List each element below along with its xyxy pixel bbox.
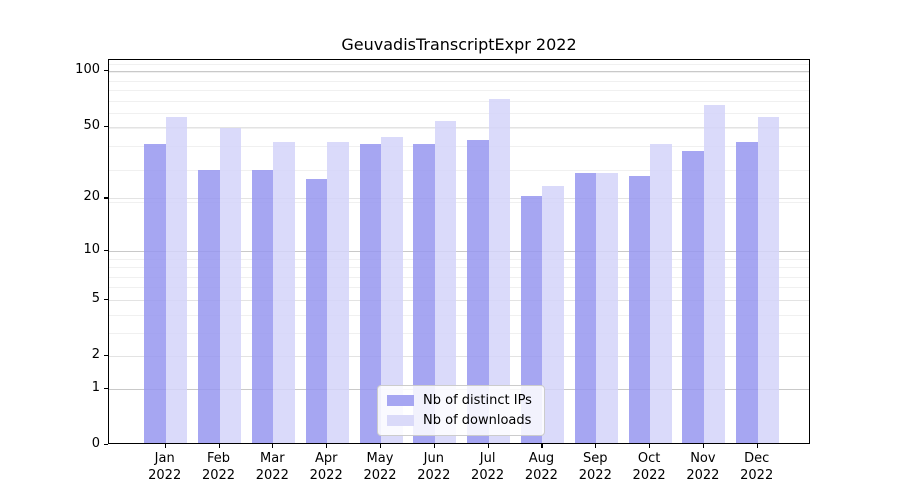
gridline bbox=[109, 71, 809, 73]
bar-distinct-ips bbox=[305, 179, 328, 443]
x-tick-label: Apr 2022 bbox=[309, 451, 343, 483]
y-tick-label: 10 bbox=[83, 241, 100, 257]
gridline bbox=[109, 356, 809, 357]
y-tick-mark bbox=[104, 355, 108, 357]
gridline bbox=[109, 100, 809, 102]
y-tick-mark bbox=[104, 387, 108, 390]
gridline bbox=[109, 113, 809, 115]
bar-downloads bbox=[381, 136, 403, 443]
x-tick-mark bbox=[487, 444, 489, 448]
gridline bbox=[109, 267, 809, 268]
bar-downloads bbox=[650, 144, 672, 443]
x-tick-label: May 2022 bbox=[363, 451, 397, 483]
gridline bbox=[109, 126, 809, 128]
gridline bbox=[109, 276, 809, 278]
x-tick-label: Jul 2022 bbox=[471, 451, 505, 483]
y-tick-mark bbox=[104, 298, 108, 301]
y-tick-mark bbox=[104, 444, 108, 446]
bar-downloads bbox=[327, 142, 349, 443]
gridline bbox=[109, 250, 809, 252]
bar-distinct-ips bbox=[736, 142, 758, 443]
x-tick-mark bbox=[380, 444, 382, 448]
bar-downloads bbox=[542, 185, 564, 443]
bar-downloads bbox=[596, 173, 618, 443]
gridline bbox=[109, 146, 809, 148]
legend-item-distinct-ips: Nb of distinct IPs bbox=[387, 393, 532, 408]
x-tick-mark bbox=[702, 444, 705, 448]
gridline bbox=[109, 72, 809, 73]
x-tick-label: Sep 2022 bbox=[578, 451, 612, 483]
x-tick-label: Mar 2022 bbox=[255, 451, 289, 483]
x-tick-label: Jan 2022 bbox=[148, 451, 182, 483]
legend-swatch-downloads bbox=[387, 415, 414, 426]
bar-downloads bbox=[757, 117, 780, 443]
gridline bbox=[109, 90, 809, 92]
bar-distinct-ips bbox=[144, 144, 166, 443]
y-tick-label: 100 bbox=[75, 62, 100, 78]
x-tick-mark bbox=[756, 444, 758, 448]
bar-distinct-ips bbox=[198, 170, 220, 443]
gridline bbox=[109, 299, 809, 301]
legend: Nb of distinct IPs Nb of downloads bbox=[377, 385, 545, 436]
y-tick-mark bbox=[104, 125, 108, 127]
bar-distinct-ips bbox=[520, 196, 543, 443]
legend-swatch-distinct-ips bbox=[387, 395, 414, 406]
bar-downloads bbox=[165, 117, 188, 443]
legend-item-downloads: Nb of downloads bbox=[387, 413, 532, 428]
bar-distinct-ips bbox=[628, 176, 651, 443]
legend-label-downloads: Nb of downloads bbox=[423, 413, 532, 428]
x-tick-label: Nov 2022 bbox=[686, 451, 720, 483]
x-tick-mark bbox=[218, 444, 220, 448]
gridline bbox=[109, 128, 809, 130]
x-tick-mark bbox=[326, 444, 328, 448]
bar-distinct-ips bbox=[574, 173, 597, 443]
x-tick-mark bbox=[595, 444, 597, 448]
x-tick-mark bbox=[649, 444, 651, 448]
bar-downloads bbox=[434, 121, 457, 443]
y-tick-mark bbox=[104, 197, 108, 199]
legend-label-distinct-ips: Nb of distinct IPs bbox=[423, 393, 532, 408]
x-tick-label: Oct 2022 bbox=[632, 451, 666, 483]
bar-downloads bbox=[219, 127, 241, 443]
gridline bbox=[109, 314, 809, 316]
gridline bbox=[109, 169, 809, 171]
bar-distinct-ips bbox=[467, 140, 489, 443]
gridline bbox=[109, 287, 809, 289]
bar-distinct-ips bbox=[682, 150, 704, 443]
x-tick-label: Aug 2022 bbox=[524, 451, 558, 483]
y-tick-label: 0 bbox=[91, 436, 100, 451]
x-tick-mark bbox=[541, 444, 543, 448]
gridline bbox=[109, 80, 809, 82]
bar-distinct-ips bbox=[251, 170, 274, 443]
gridline bbox=[109, 202, 809, 204]
bar-downloads bbox=[273, 142, 295, 443]
y-tick-mark bbox=[104, 70, 108, 72]
gridline bbox=[109, 64, 809, 66]
bar-downloads bbox=[703, 104, 726, 443]
gridline bbox=[109, 198, 809, 200]
y-tick-label: 2 bbox=[91, 347, 100, 362]
bar-distinct-ips bbox=[413, 144, 435, 443]
gridline bbox=[109, 332, 809, 334]
y-tick-label: 1 bbox=[91, 379, 100, 395]
plot-area: Nb of distinct IPs Nb of downloads bbox=[108, 59, 810, 444]
bar-distinct-ips bbox=[359, 144, 381, 443]
bar-downloads bbox=[488, 98, 511, 443]
gridline bbox=[109, 258, 809, 260]
x-tick-mark bbox=[433, 444, 435, 448]
y-tick-label: 20 bbox=[83, 189, 100, 205]
x-tick-mark bbox=[272, 444, 274, 448]
x-tick-label: Jun 2022 bbox=[417, 451, 451, 483]
x-tick-label: Feb 2022 bbox=[201, 451, 236, 483]
y-tick-mark bbox=[104, 249, 108, 251]
y-tick-label: 50 bbox=[83, 117, 100, 133]
x-tick-label: Dec 2022 bbox=[740, 451, 774, 483]
x-tick-mark bbox=[164, 444, 166, 448]
chart-title: GeuvadisTranscriptExpr 2022 bbox=[341, 35, 577, 54]
y-tick-label: 5 bbox=[91, 290, 100, 306]
